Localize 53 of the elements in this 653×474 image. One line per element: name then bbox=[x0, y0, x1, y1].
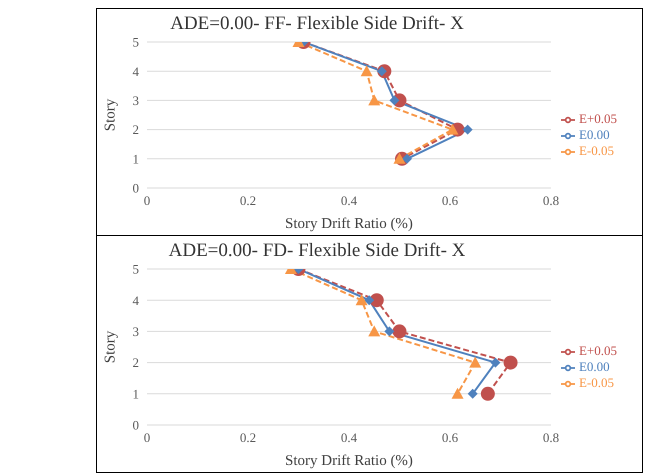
x-axis-title: Story Drift Ratio (%) bbox=[285, 453, 413, 469]
x-tick-label: 0 bbox=[144, 193, 150, 208]
y-tick-label: 2 bbox=[132, 122, 139, 138]
point bbox=[462, 124, 473, 135]
y-tick-label: 3 bbox=[132, 324, 139, 340]
y-tick-label: 5 bbox=[132, 262, 139, 277]
point bbox=[393, 152, 406, 164]
x-tick-label: 0.8 bbox=[542, 430, 560, 446]
x-tick-label: 0.4 bbox=[340, 193, 358, 208]
y-tick-label: 4 bbox=[132, 292, 140, 308]
y-tick-label: 0 bbox=[132, 180, 139, 196]
legend-label: E+0.05 bbox=[578, 342, 617, 358]
point bbox=[384, 326, 394, 336]
point bbox=[446, 124, 458, 135]
x-tick-label: 0 bbox=[144, 430, 150, 446]
point bbox=[490, 358, 500, 368]
y-tick-label: 1 bbox=[132, 386, 139, 402]
chart-title: ADE=0.00- FF- Flexible Side Drift- X bbox=[169, 13, 465, 35]
legend-label: E-0.05 bbox=[578, 375, 614, 390]
x-axis-title: Story Drift Ratio (%) bbox=[285, 216, 413, 232]
chart-title: ADE=0.00- FD- Flexible Side Drift- X bbox=[168, 240, 466, 262]
legend-label: E0.00 bbox=[578, 126, 610, 142]
y-axis-title: Story bbox=[102, 98, 118, 132]
x-tick-label: 0.6 bbox=[442, 193, 459, 208]
y-tick-label: 1 bbox=[132, 151, 139, 166]
point bbox=[402, 154, 412, 164]
point bbox=[368, 325, 380, 336]
x-tick-label: 0.2 bbox=[240, 430, 256, 446]
x-tick-label: 0.2 bbox=[240, 193, 256, 208]
point bbox=[469, 356, 482, 368]
point bbox=[389, 95, 400, 106]
y-tick-label: 5 bbox=[132, 34, 139, 50]
x-tick-label: 0.8 bbox=[542, 193, 560, 208]
point bbox=[504, 356, 518, 370]
y-tick-label: 4 bbox=[132, 64, 140, 79]
point bbox=[480, 386, 495, 401]
y-tick-label: 0 bbox=[132, 418, 139, 433]
point bbox=[452, 388, 464, 399]
x-tick-label: 0.4 bbox=[340, 430, 358, 446]
legend-label: E-0.05 bbox=[578, 143, 614, 158]
y-axis-title: Story bbox=[102, 330, 118, 364]
point bbox=[360, 65, 373, 76]
legend-label: E0.00 bbox=[578, 358, 610, 374]
point bbox=[468, 388, 478, 399]
point bbox=[392, 324, 406, 338]
point bbox=[364, 295, 374, 306]
point bbox=[370, 293, 384, 308]
legend-label: E+0.05 bbox=[578, 110, 617, 126]
point bbox=[356, 294, 368, 306]
point bbox=[368, 94, 380, 106]
y-tick-label: 2 bbox=[132, 355, 139, 370]
y-tick-label: 3 bbox=[132, 93, 139, 108]
x-tick-label: 0.6 bbox=[442, 430, 459, 446]
